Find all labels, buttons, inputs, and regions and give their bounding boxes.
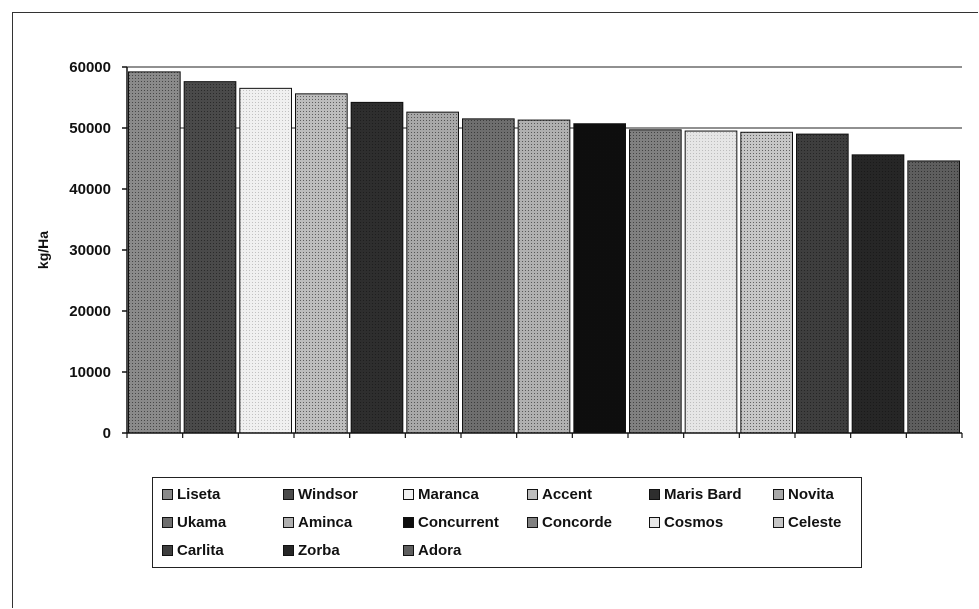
legend-label: Celeste <box>788 513 842 531</box>
bar-concurrent <box>573 123 626 434</box>
legend-swatch <box>162 488 173 500</box>
legend-swatch <box>403 544 414 556</box>
legend-item-maris-bard: Maris Bard <box>649 485 742 503</box>
y-tick-label: 40000 <box>69 181 111 198</box>
legend-item-aminca: Aminca <box>283 513 352 531</box>
y-tick-label: 30000 <box>69 242 111 259</box>
legend-label: Cosmos <box>664 513 724 531</box>
bar-maris-bard <box>350 101 404 434</box>
bar-zorba <box>851 154 905 434</box>
bar-adora <box>907 160 960 434</box>
y-tick-labels: 0 10000 20000 30000 40000 50000 60000 <box>69 59 111 442</box>
chart-frame <box>12 12 978 608</box>
legend-item-cosmos: Cosmos <box>649 513 723 531</box>
legend-swatch <box>773 488 784 500</box>
legend-item-concorde: Concorde <box>527 513 612 531</box>
legend-item-adora: Adora <box>403 541 461 559</box>
legend-swatch <box>527 516 538 528</box>
legend-item-liseta: Liseta <box>162 485 220 503</box>
legend-label: Maranca <box>418 485 479 503</box>
legend-label: Maris Bard <box>664 485 742 503</box>
y-tick-label: 60000 <box>69 59 111 76</box>
bar-windsor <box>183 81 237 434</box>
bar-concorde <box>629 129 682 434</box>
legend-item-novita: Novita <box>773 485 834 503</box>
legend-swatch <box>162 544 173 556</box>
bar-cosmos <box>684 130 738 434</box>
legend-label: Ukama <box>177 513 227 531</box>
legend-label: Novita <box>788 485 834 503</box>
legend-swatch <box>527 488 538 500</box>
legend-swatch <box>162 516 173 528</box>
legend-swatch <box>283 488 294 500</box>
bar-aminca <box>517 119 571 434</box>
legend-item-accent: Accent <box>527 485 592 503</box>
legend-swatch <box>649 488 660 500</box>
legend-label: Liseta <box>177 485 221 503</box>
legend-label: Zorba <box>298 541 340 559</box>
legend-label: Accent <box>542 485 593 503</box>
legend-item-zorba: Zorba <box>283 541 340 559</box>
legend-label: Adora <box>418 541 462 559</box>
legend: Liseta Windsor Maranca Accent Maris Bard Novi… <box>152 477 862 568</box>
legend-label: Carlita <box>177 541 224 559</box>
legend-label: Windsor <box>298 485 358 503</box>
legend-item-celeste: Celeste <box>773 513 841 531</box>
legend-swatch <box>773 516 784 528</box>
bar-novita <box>406 111 460 434</box>
legend-swatch <box>403 516 414 528</box>
axes <box>122 66 963 438</box>
bar-accent <box>295 93 348 434</box>
bar-maranca <box>239 87 292 434</box>
y-axis-label: kg/Ha <box>35 231 51 269</box>
bar-ukama <box>462 118 515 434</box>
bars <box>128 71 960 434</box>
y-tick-label: 20000 <box>69 303 111 320</box>
y-tick-label: 50000 <box>69 120 111 137</box>
bar-celeste <box>740 131 793 434</box>
bar-carlita <box>796 133 849 434</box>
legend-item-windsor: Windsor <box>283 485 358 503</box>
y-tick-label: 0 <box>103 425 111 442</box>
legend-swatch <box>283 544 294 556</box>
legend-item-maranca: Maranca <box>403 485 479 503</box>
legend-label: Concurrent <box>418 513 499 531</box>
legend-item-ukama: Ukama <box>162 513 226 531</box>
legend-item-carlita: Carlita <box>162 541 224 559</box>
bar-liseta <box>128 71 181 434</box>
legend-swatch <box>649 516 660 528</box>
legend-label: Concorde <box>542 513 613 531</box>
legend-swatch <box>403 488 414 500</box>
legend-swatch <box>283 516 294 528</box>
legend-label: Aminca <box>298 513 353 531</box>
legend-item-concurrent: Concurrent <box>403 513 499 531</box>
y-tick-label: 10000 <box>69 364 111 381</box>
